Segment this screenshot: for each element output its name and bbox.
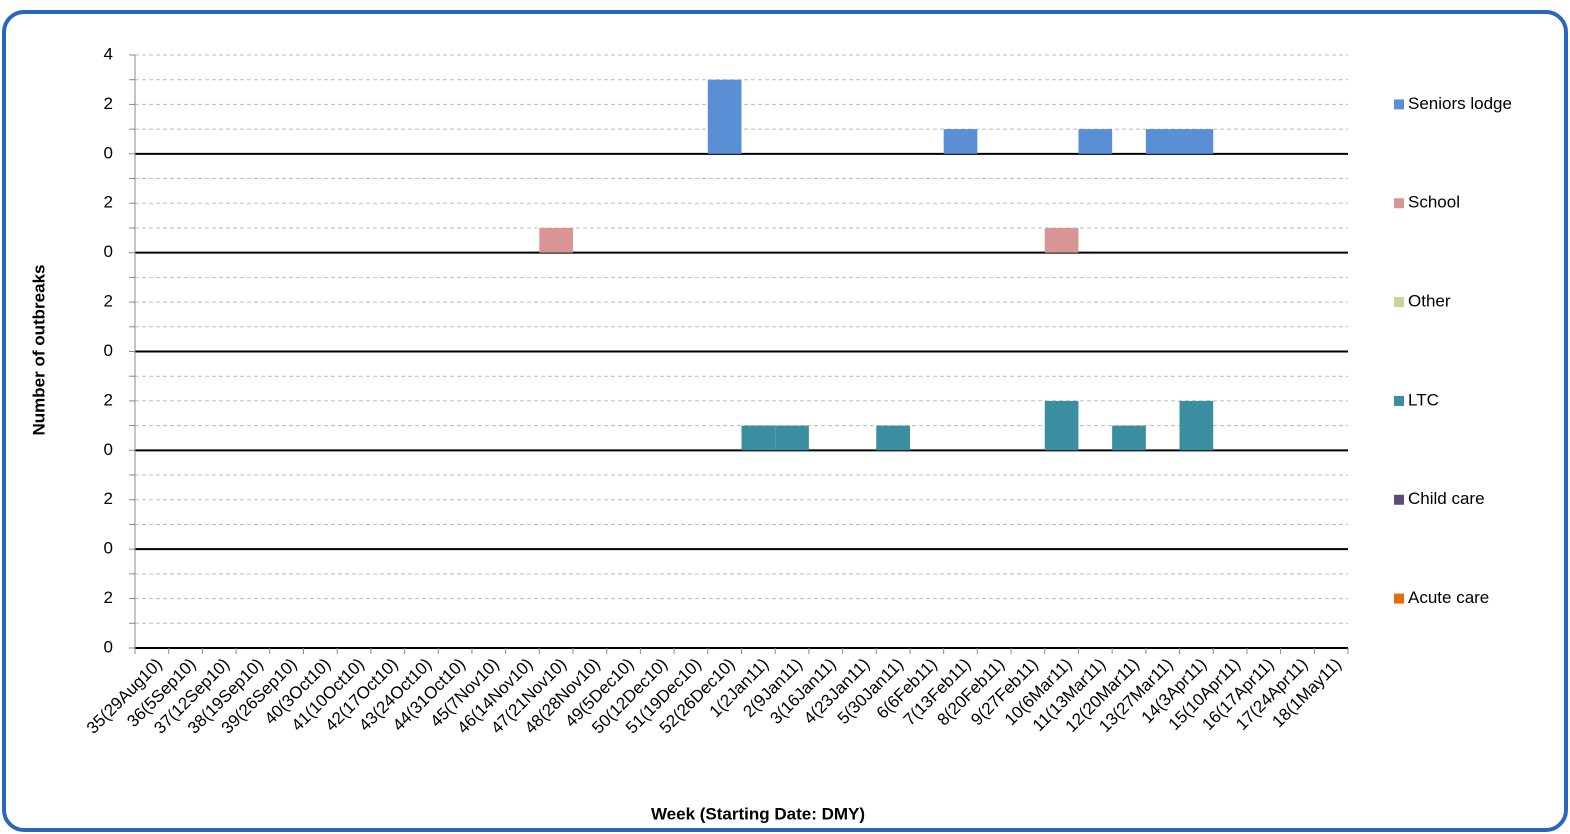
legend-label: Child care [1408,489,1485,508]
legend-swatch [1394,297,1404,308]
y-tick-label: 2 [104,292,113,311]
y-tick-label: 2 [104,94,113,113]
bar [1078,129,1113,154]
bar [1112,425,1146,451]
legend-swatch [1394,198,1404,209]
y-tick-label: 0 [104,539,113,558]
y-tick-label: 4 [104,44,113,63]
y-tick-label: 2 [104,390,113,409]
bar [1179,400,1214,451]
legend-swatch [1394,395,1404,406]
legend-swatch [1394,494,1404,505]
bar [775,425,809,451]
x-axis-title: Week (Starting Date: DMY) [651,804,865,823]
bar [876,425,910,451]
y-tick-label: 0 [104,440,113,459]
legend-label: Acute care [1408,588,1489,607]
y-tick-label: 2 [104,588,113,607]
legend-label: LTC [1408,390,1439,409]
y-tick-label: 2 [104,193,113,212]
y-axis-title: Number of outbreaks [29,265,48,436]
frame [2,10,1568,832]
bar [1044,227,1079,253]
y-tick-label: 0 [104,242,113,261]
y-tick-label: 0 [104,341,113,360]
bar [943,129,978,154]
y-tick-label: 2 [104,489,113,508]
y-tick-label: 0 [104,143,113,162]
legend-label: Other [1408,292,1451,311]
bar [1044,400,1079,451]
bar [1145,129,1180,154]
legend-label: School [1408,193,1460,212]
bar [1179,129,1214,154]
legend-label: Seniors lodge [1408,94,1512,113]
bar [741,425,776,451]
legend-swatch [1394,593,1404,604]
bar [707,79,742,154]
y-tick-label: 0 [104,637,113,656]
bar [539,227,574,253]
legend-swatch [1394,99,1404,110]
